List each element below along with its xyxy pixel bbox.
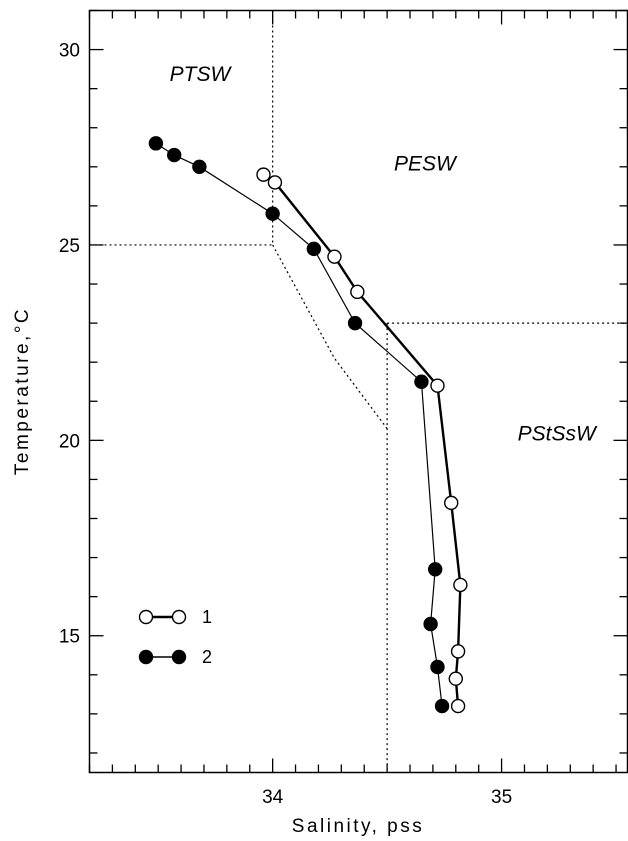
legend-marker bbox=[138, 649, 154, 665]
series-1-point bbox=[327, 249, 342, 264]
series-1-point bbox=[267, 175, 283, 190]
legend-marker bbox=[171, 609, 187, 625]
series-1-point bbox=[444, 495, 459, 511]
series-2-point bbox=[148, 136, 164, 151]
region-label: PStSsW bbox=[518, 422, 598, 445]
legend: 12 bbox=[138, 607, 212, 667]
y-tick-label: 15 bbox=[59, 627, 80, 648]
series-2-line bbox=[155, 142, 443, 707]
series-1-point bbox=[453, 577, 468, 593]
series-2-point bbox=[430, 659, 445, 675]
series-1-point bbox=[256, 167, 271, 182]
series-1-point bbox=[450, 698, 466, 714]
series-1-point bbox=[430, 378, 445, 393]
series-1-point bbox=[450, 644, 466, 659]
series-1-point bbox=[448, 671, 463, 686]
series-2-point bbox=[167, 147, 182, 163]
region-labels: PTSW PESW PStSsW bbox=[170, 63, 598, 446]
x-axis-title: Salinity, pss bbox=[292, 816, 424, 837]
series-2-point bbox=[423, 616, 438, 632]
series-1-point bbox=[350, 284, 365, 300]
legend-marker bbox=[138, 609, 154, 625]
series-points bbox=[148, 136, 468, 714]
legend-marker bbox=[171, 649, 187, 665]
region-label: PTSW bbox=[170, 63, 233, 86]
legend-label: 2 bbox=[202, 647, 212, 667]
legend-label: 1 bbox=[202, 607, 212, 627]
x-tick-label: 35 bbox=[491, 787, 512, 808]
y-tick-label: 30 bbox=[59, 41, 80, 62]
series-2-point bbox=[434, 698, 450, 714]
series-2-point bbox=[427, 562, 443, 577]
axis-ticks: 34 35 15 20 25 30 bbox=[59, 9, 628, 808]
y-tick-label: 25 bbox=[59, 236, 80, 257]
series-2-point bbox=[414, 374, 429, 389]
x-tick-label: 34 bbox=[262, 787, 284, 808]
series-2-point bbox=[192, 159, 207, 175]
region-label: PESW bbox=[394, 153, 458, 176]
water-mass-boundaries bbox=[89, 10, 628, 773]
y-tick-label: 20 bbox=[59, 431, 80, 452]
series-2-point bbox=[265, 206, 280, 221]
plot-frame bbox=[88, 9, 628, 774]
y-axis-title: Temperature,°C bbox=[12, 307, 33, 475]
series-2-point bbox=[306, 241, 322, 257]
series-2-point bbox=[347, 315, 363, 331]
series-1-line bbox=[262, 173, 462, 707]
